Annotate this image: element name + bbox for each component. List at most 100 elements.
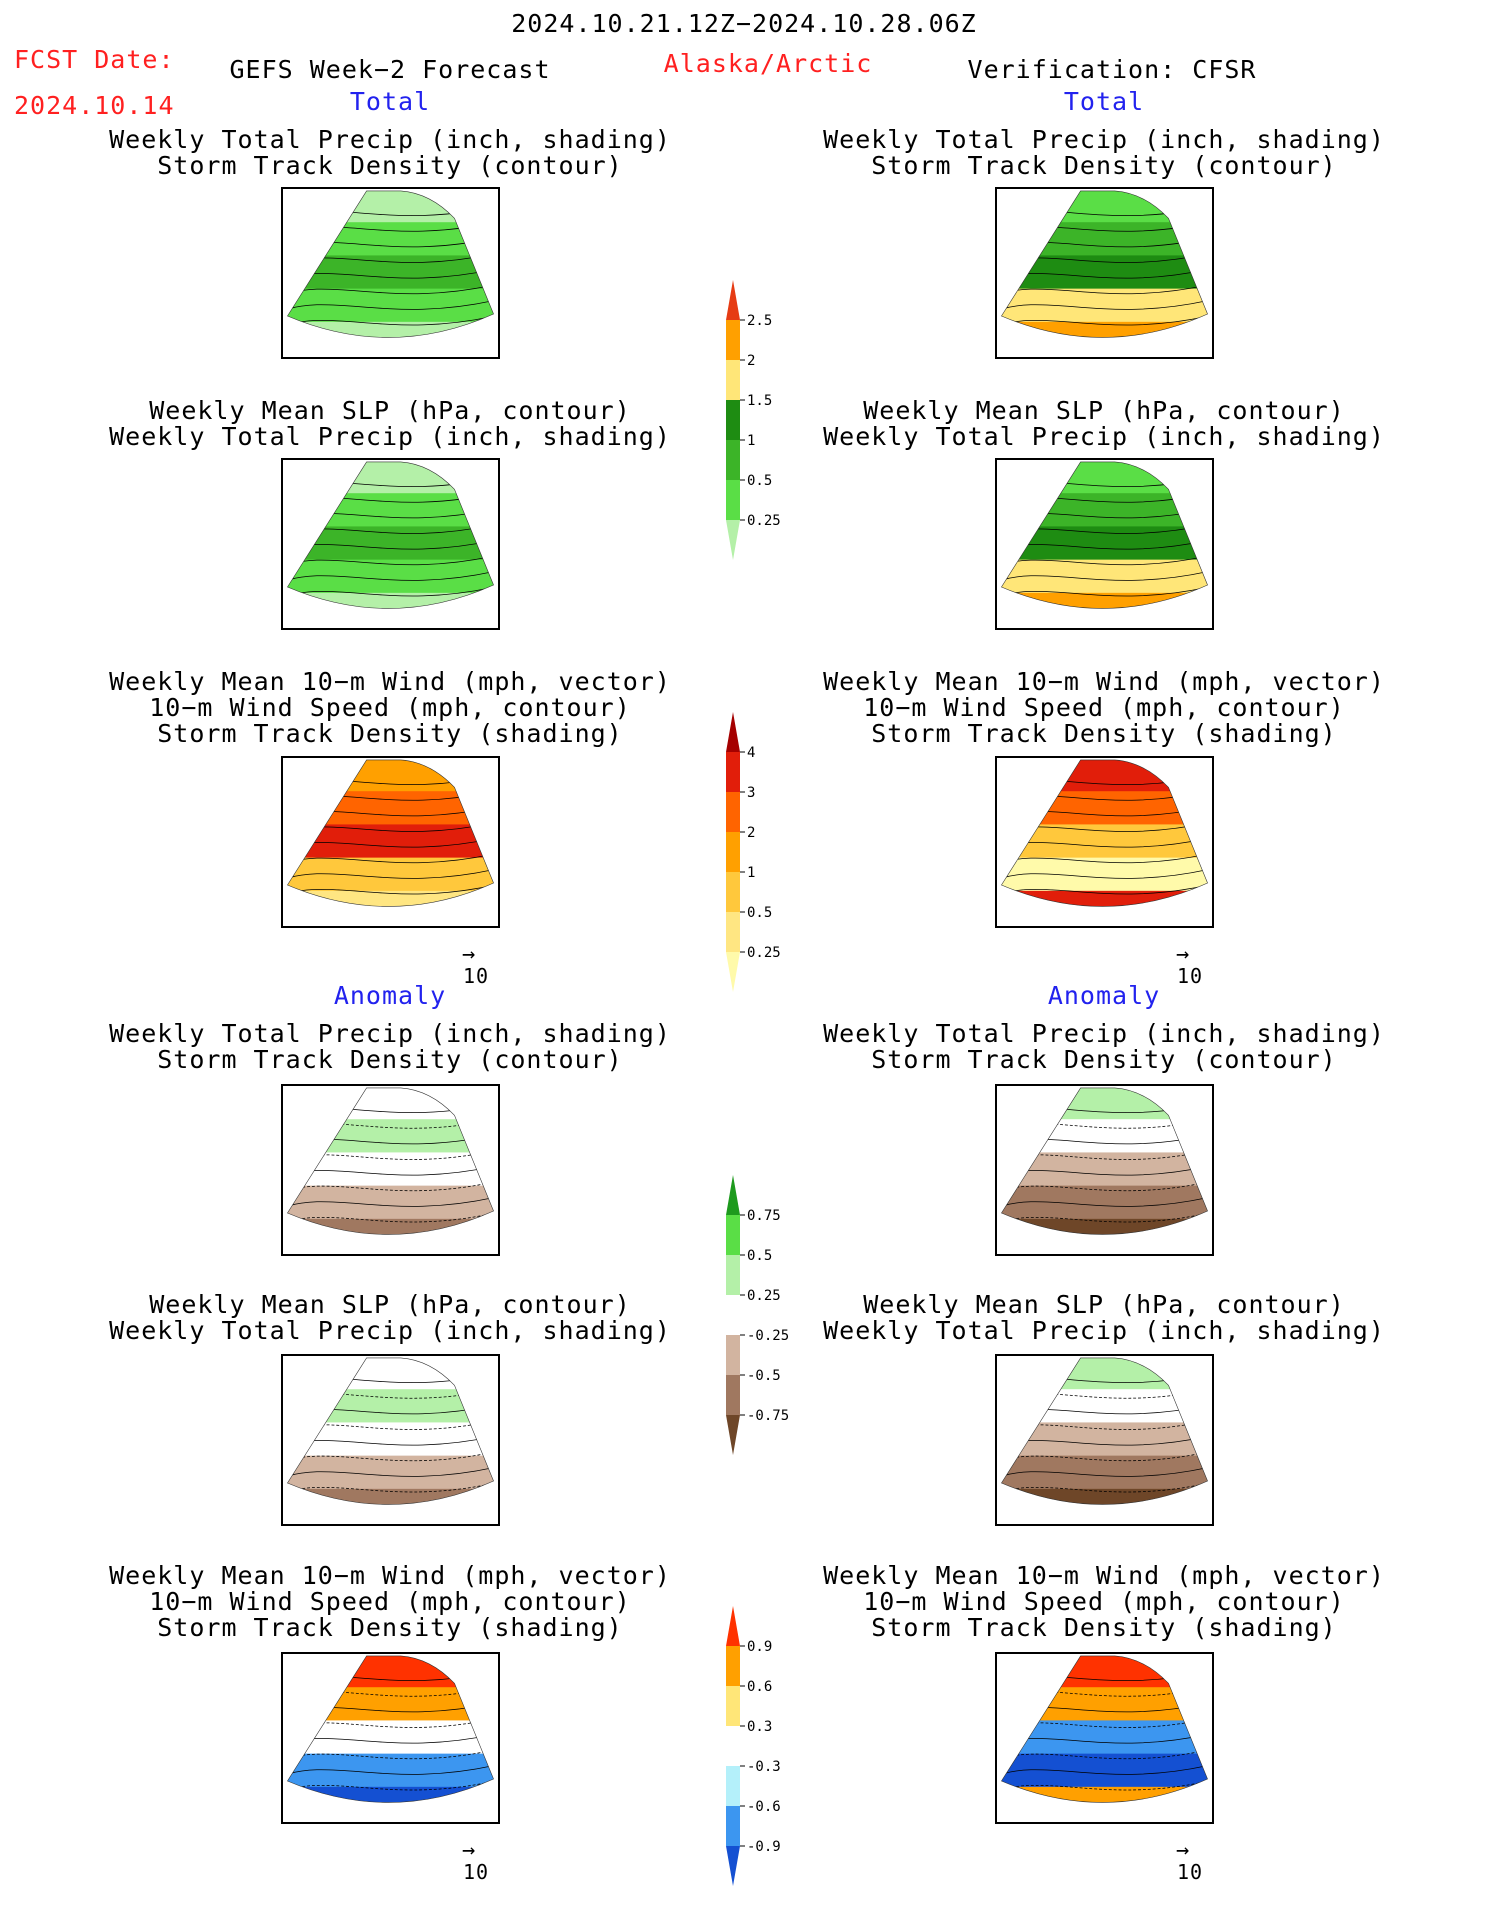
panel-title-line: 10−m Wind Speed (mph, contour)	[863, 693, 1345, 722]
vector-ref-arrow: →	[462, 1838, 476, 1863]
colorbar-swatch	[726, 1335, 740, 1375]
map-total-wind-verification	[995, 756, 1214, 928]
panel-title-line: Storm Track Density (shading)	[871, 1613, 1337, 1642]
colorbar-tick-label: 0.9	[747, 1639, 772, 1655]
map-anom-precip-verification	[995, 1084, 1214, 1256]
colorbar-tick-label: -0.6	[747, 1799, 781, 1815]
colorbar-swatch	[726, 1606, 740, 1646]
panel-title-line: Weekly Total Precip (inch, shading)	[109, 1316, 671, 1345]
panel-title-line: Storm Track Density (contour)	[871, 151, 1337, 180]
colorbar-swatch	[726, 792, 740, 832]
map-total-wind-forecast	[281, 756, 500, 928]
colorbar-tick-label: 0.25	[747, 1288, 781, 1304]
map-anom-precip-forecast	[281, 1084, 500, 1256]
colorbar-tick-label: 1	[747, 433, 755, 449]
colorbar-swatch	[726, 1215, 740, 1255]
panel-title-line: Weekly Mean SLP (hPa, contour)	[149, 1290, 631, 1319]
colorbar-swatch	[726, 1726, 740, 1766]
map-total-precip-forecast	[281, 187, 500, 359]
colorbar-tick-label: 0.5	[747, 905, 772, 921]
colorbar-swatch	[726, 752, 740, 792]
panel-title-line: Weekly Total Precip (inch, shading)	[109, 422, 671, 451]
panel-title-line: Weekly Total Precip (inch, shading)	[823, 1019, 1385, 1048]
colorbar-swatch	[726, 832, 740, 872]
colorbar-swatch	[726, 440, 740, 480]
panel-title-line: 10−m Wind Speed (mph, contour)	[149, 1587, 631, 1616]
colorbar-swatch	[726, 952, 740, 992]
colorbar-tick-label: 0.6	[747, 1679, 772, 1695]
map-total-slp-forecast	[281, 458, 500, 630]
panel-title-line: Weekly Total Precip (inch, shading)	[823, 422, 1385, 451]
panel-title-line: Weekly Mean 10−m Wind (mph, vector)	[823, 667, 1385, 696]
colorbar-swatch	[726, 1766, 740, 1806]
section-total-left: Total	[349, 87, 431, 116]
colorbar-storm-anomaly: 0.9 0.6 0.3 -0.3 -0.6 -0.9	[720, 1594, 790, 1888]
colorbar-swatch	[726, 480, 740, 520]
colorbar-tick-label: -0.3	[747, 1759, 781, 1775]
fcst-date-label: FCST Date:	[14, 45, 175, 74]
colorbar-swatch	[726, 1255, 740, 1295]
period-title: 2024.10.21.12Z−2024.10.28.06Z	[511, 9, 977, 38]
map-total-precip-verification	[995, 187, 1214, 359]
verification-title: Verification: CFSR	[967, 55, 1257, 84]
colorbar-tick-label: 0.25	[747, 513, 781, 529]
section-total-right: Total	[1063, 87, 1145, 116]
colorbar-tick-label: 0.5	[747, 473, 772, 489]
map-anom-wind-forecast	[281, 1652, 500, 1824]
map-total-slp-verification	[995, 458, 1214, 630]
colorbar-swatch	[726, 1175, 740, 1215]
colorbar-tick-label: 0.3	[747, 1719, 772, 1735]
colorbar-swatch	[726, 1415, 740, 1455]
section-anomaly-right: Anomaly	[1047, 981, 1161, 1010]
section-anomaly-left: Anomaly	[333, 981, 447, 1010]
colorbar-swatch	[726, 1375, 740, 1415]
panel-title-line: Storm Track Density (shading)	[871, 719, 1337, 748]
colorbar-tick-label: 2.5	[747, 313, 772, 329]
colorbar-tick-label: -0.25	[747, 1328, 789, 1344]
panel-title-line: Weekly Mean 10−m Wind (mph, vector)	[109, 667, 671, 696]
panel-title-line: Weekly Total Precip (inch, shading)	[823, 125, 1385, 154]
colorbar-tick-label: 0.25	[747, 945, 781, 961]
panel-title-line: 10−m Wind Speed (mph, contour)	[863, 1587, 1345, 1616]
fcst-date-value: 2024.10.14	[14, 91, 175, 120]
colorbar-swatch	[726, 1686, 740, 1726]
colorbar-tick-label: 0.5	[747, 1248, 772, 1264]
panel-title-line: Storm Track Density (shading)	[157, 719, 623, 748]
vector-ref-value: 10	[463, 964, 490, 988]
panel-title-line: Weekly Mean SLP (hPa, contour)	[863, 396, 1345, 425]
colorbar-tick-label: -0.5	[747, 1368, 781, 1384]
colorbar-swatch	[726, 320, 740, 360]
panel-title-line: Storm Track Density (contour)	[157, 151, 623, 180]
colorbar-tick-label: -0.9	[747, 1839, 781, 1855]
panel-title-line: Weekly Mean 10−m Wind (mph, vector)	[109, 1561, 671, 1590]
colorbar-swatch	[726, 1295, 740, 1335]
region-title: Alaska/Arctic	[663, 49, 873, 78]
map-anom-slp-forecast	[281, 1354, 500, 1526]
panel-title-line: Storm Track Density (contour)	[157, 1045, 623, 1074]
panel-title-line: Weekly Total Precip (inch, shading)	[823, 1316, 1385, 1345]
vector-ref-arrow: →	[1176, 942, 1190, 967]
panel-title-line: 10−m Wind Speed (mph, contour)	[149, 693, 631, 722]
vector-ref-value: 10	[1177, 1860, 1204, 1884]
colorbar-swatch	[726, 280, 740, 320]
colorbar-precip-anomaly: 0.75 0.5 0.25 -0.25 -0.5 -0.75	[720, 1163, 790, 1455]
colorbar-tick-label: 1.5	[747, 393, 772, 409]
vector-ref-arrow: →	[462, 942, 476, 967]
vector-ref-value: 10	[463, 1860, 490, 1884]
colorbar-tick-label: 3	[747, 785, 755, 801]
colorbar-swatch	[726, 400, 740, 440]
colorbar-swatch	[726, 912, 740, 952]
colorbar-swatch	[726, 1806, 740, 1846]
colorbar-swatch	[726, 1846, 740, 1886]
panel-title-line: Weekly Mean SLP (hPa, contour)	[149, 396, 631, 425]
colorbar-swatch	[726, 520, 740, 560]
colorbar-tick-label: 1	[747, 865, 755, 881]
panel-title-line: Weekly Mean 10−m Wind (mph, vector)	[823, 1561, 1385, 1590]
colorbar-swatch	[726, 360, 740, 400]
vector-ref-arrow: →	[1176, 1838, 1190, 1863]
colorbar-tick-label: 2	[747, 825, 755, 841]
panel-title-line: Weekly Mean SLP (hPa, contour)	[863, 1290, 1345, 1319]
colorbar-swatch	[726, 1646, 740, 1686]
colorbar-tick-label: -0.75	[747, 1408, 789, 1424]
panel-title-line: Storm Track Density (contour)	[871, 1045, 1337, 1074]
